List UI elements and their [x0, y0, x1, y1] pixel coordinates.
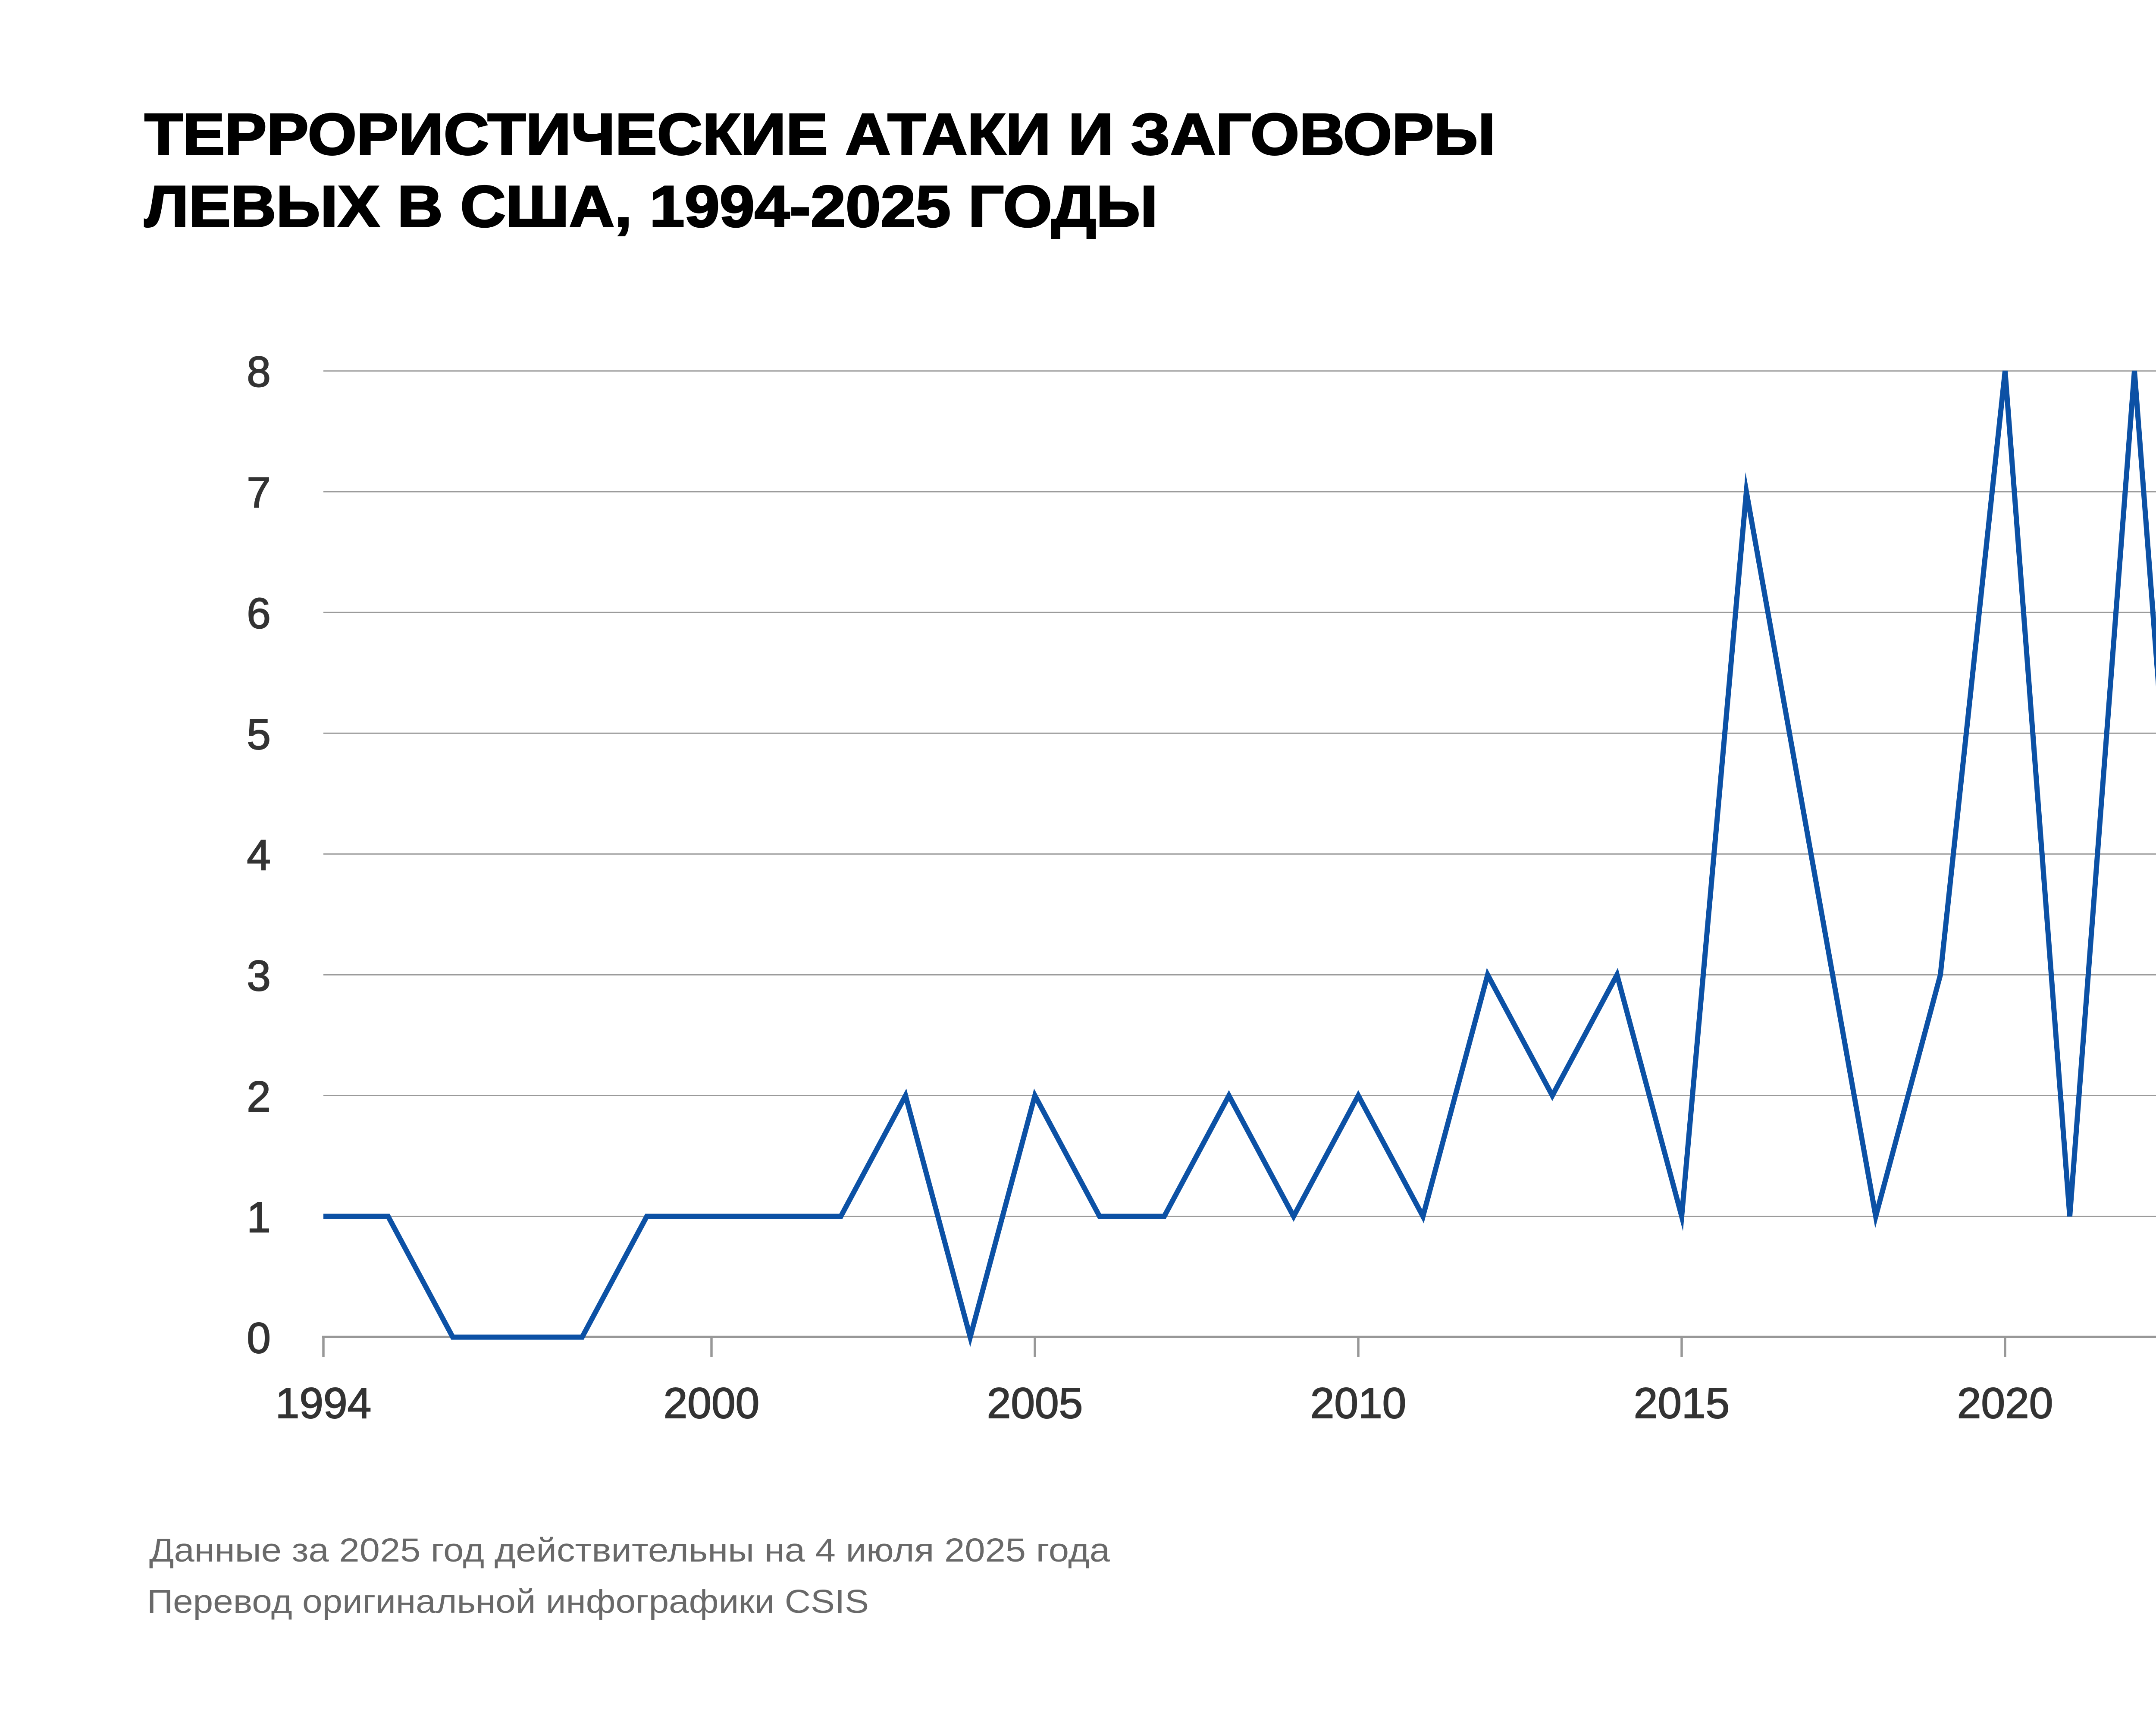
svg-text:1: 1 [247, 1193, 271, 1242]
svg-text:2005: 2005 [987, 1379, 1083, 1427]
svg-text:0: 0 [247, 1314, 271, 1362]
svg-text:ЛЕВЫХ В США, 1994-2025 ГОДЫ: ЛЕВЫХ В США, 1994-2025 ГОДЫ [144, 173, 1158, 239]
svg-text:2000: 2000 [664, 1379, 759, 1427]
svg-text:Данные за 2025 год действитель: Данные за 2025 год действительны на 4 ию… [149, 1532, 1110, 1569]
svg-text:2010: 2010 [1310, 1379, 1406, 1427]
svg-text:1994: 1994 [276, 1379, 371, 1427]
svg-text:4: 4 [247, 831, 271, 879]
svg-text:2015: 2015 [1634, 1379, 1730, 1427]
svg-text:6: 6 [247, 590, 271, 638]
svg-text:7: 7 [247, 469, 271, 517]
svg-text:3: 3 [247, 952, 271, 1000]
svg-text:5: 5 [247, 710, 271, 759]
svg-text:ТЕРРОРИСТИЧЕСКИЕ АТАКИ И ЗАГОВ: ТЕРРОРИСТИЧЕСКИЕ АТАКИ И ЗАГОВОРЫ [144, 101, 1495, 167]
svg-text:2: 2 [247, 1073, 271, 1121]
svg-text:Перевод оригинальной инфографи: Перевод оригинальной инфографики CSIS [147, 1583, 869, 1620]
svg-text:8: 8 [247, 348, 271, 396]
svg-text:2020: 2020 [1957, 1379, 2053, 1427]
